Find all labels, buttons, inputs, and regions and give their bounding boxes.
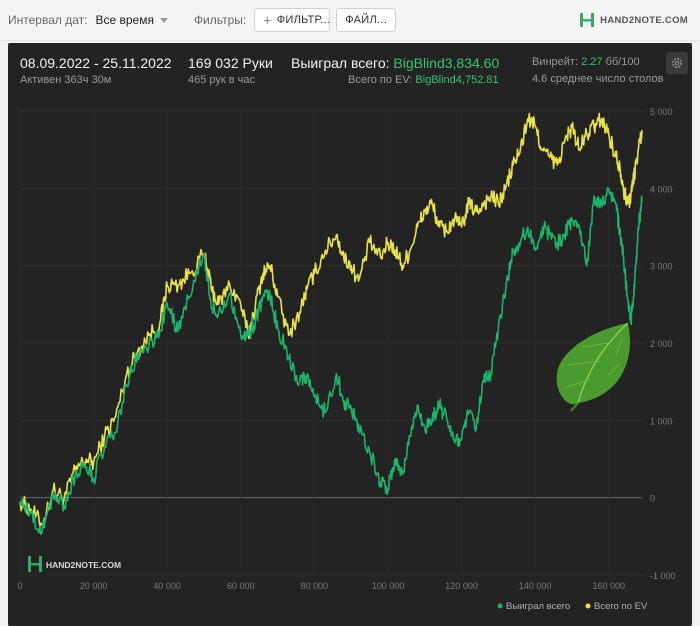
x-tick-label: 60 000 bbox=[227, 581, 255, 591]
watermark: HAND2NOTE.COM bbox=[28, 556, 121, 572]
won-total: Выиграл всего: BigBlind3,834.60 bbox=[291, 55, 499, 71]
active-time: Активен 363ч 30м bbox=[20, 74, 112, 86]
hands-count: 169 032 Руки bbox=[188, 55, 273, 71]
y-tick-label: 0 bbox=[650, 494, 655, 504]
won-total-label: Выиграл всего: bbox=[291, 55, 394, 71]
toolbar: Интервал дат: Все время Фильтры: + ФИЛЬТ… bbox=[0, 0, 700, 41]
date-interval-value: Все время bbox=[95, 13, 154, 27]
file-button-label: ФАЙЛ... bbox=[345, 14, 388, 26]
x-tick-label: 120 000 bbox=[445, 581, 478, 591]
y-tick-label: 5 000 bbox=[650, 107, 673, 117]
plus-icon: + bbox=[263, 12, 272, 28]
hand2note-logo-icon bbox=[580, 13, 595, 27]
ev-total-value: BigBlind4,752.81 bbox=[415, 74, 499, 86]
file-button[interactable]: ФАЙЛ... bbox=[336, 8, 397, 32]
y-tick-label: -1 000 bbox=[650, 571, 676, 581]
x-tick-label: 0 bbox=[17, 581, 22, 591]
gear-icon bbox=[671, 57, 683, 69]
y-tick-label: 4 000 bbox=[650, 184, 673, 194]
watermark-logo-icon bbox=[28, 556, 42, 572]
legend-label[interactable]: Всего по EV bbox=[594, 601, 648, 612]
filters-label: Фильтры: bbox=[193, 13, 247, 27]
y-tick-label: 3 000 bbox=[650, 262, 673, 272]
y-tick-label: 2 000 bbox=[650, 339, 673, 349]
avg-tables: 4.6 среднее число столов bbox=[532, 73, 664, 85]
series-line-ev bbox=[19, 112, 643, 529]
won-total-value: BigBlind3,834.60 bbox=[393, 55, 500, 71]
settings-button[interactable] bbox=[666, 52, 688, 74]
winrate-label: Винрейт: bbox=[532, 56, 582, 68]
leaf-image bbox=[556, 322, 630, 412]
x-tick-label: 20 000 bbox=[80, 581, 108, 591]
winrate: Винрейт: 2.27 бб/100 bbox=[532, 56, 640, 68]
hands-per-hour: 465 рук в час bbox=[188, 74, 256, 86]
ev-total-label: Всего по EV: bbox=[348, 74, 416, 86]
brand-text: HAND2NOTE.COM bbox=[600, 14, 688, 26]
x-tick-label: 140 000 bbox=[519, 581, 552, 591]
x-tick-label: 40 000 bbox=[153, 581, 181, 591]
date-interval-label: Интервал дат: bbox=[8, 13, 88, 27]
line-chart: -1 000 0 1 000 2 000 3 000 4 000 5 000 0 20 000… bbox=[17, 107, 676, 612]
legend-marker bbox=[585, 603, 591, 609]
x-tick-label: 100 000 bbox=[372, 581, 405, 591]
winrate-value: 2.27 bbox=[581, 56, 603, 68]
filter-button-label: ФИЛЬТР... bbox=[276, 14, 331, 26]
filter-button[interactable]: + ФИЛЬТР... bbox=[254, 8, 331, 32]
x-tick-label: 80 000 bbox=[301, 581, 329, 591]
brand-logo: HAND2NOTE.COM bbox=[579, 12, 688, 28]
y-tick-label: 1 000 bbox=[650, 416, 673, 426]
legend-marker bbox=[497, 603, 503, 609]
graph-panel: 08.09.2022 - 25.11.2022 Активен 363ч 30м… bbox=[8, 43, 692, 626]
legend-label[interactable]: Выиграл всего bbox=[506, 601, 570, 612]
date-range: 08.09.2022 - 25.11.2022 bbox=[20, 55, 172, 71]
watermark-text: HAND2NOTE.COM bbox=[46, 560, 121, 570]
date-interval-select[interactable]: Все время bbox=[95, 13, 168, 27]
series-line-won bbox=[19, 187, 643, 536]
x-tick-label: 160 000 bbox=[592, 581, 625, 591]
winrate-unit: бб/100 bbox=[602, 56, 640, 68]
chevron-down-icon bbox=[159, 17, 168, 23]
ev-total: Всего по EV: BigBlind4,752.81 bbox=[348, 74, 499, 86]
